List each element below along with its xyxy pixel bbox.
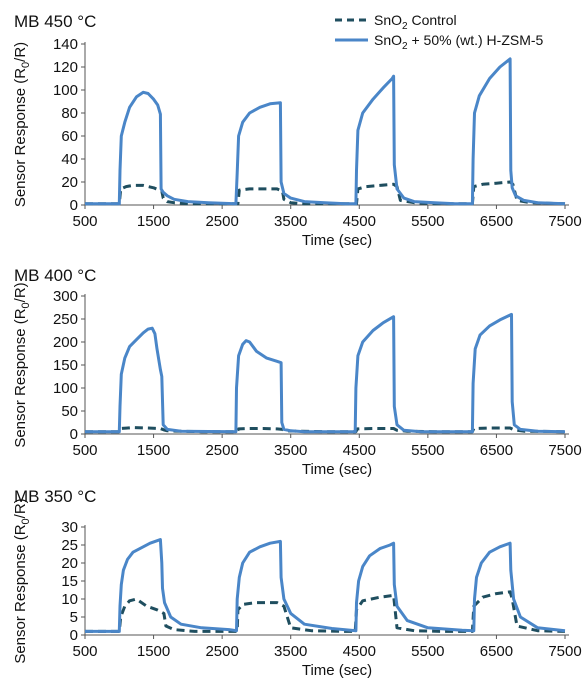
y-tick-label: 100 — [53, 82, 78, 99]
y-tick-label: 30 — [61, 519, 78, 536]
y-tick-label: 250 — [53, 311, 78, 328]
y-tick-label: 5 — [70, 609, 78, 626]
x-tick-label: 2500 — [205, 442, 238, 459]
x-tick-label: 4500 — [343, 442, 376, 459]
x-tick-label: 4500 — [343, 643, 376, 660]
x-tick-label: 1500 — [137, 643, 170, 660]
panel-title: MB 400 °C — [14, 266, 96, 285]
x-tick-label: 2500 — [205, 643, 238, 660]
legend-control-subscript: 2 — [402, 21, 408, 32]
x-tick-label: 6500 — [480, 213, 513, 230]
legend-zsm-label: SnO2 + 50% (wt.) H-ZSM-5 — [374, 32, 544, 52]
y-tick-label: 50 — [61, 403, 78, 420]
x-tick-label: 5500 — [411, 213, 444, 230]
x-tick-label: 7500 — [548, 213, 581, 230]
x-tick-label: 6500 — [480, 643, 513, 660]
y-tick-label: 20 — [61, 555, 78, 572]
x-tick-label: 3500 — [274, 442, 307, 459]
x-tick-label: 1500 — [137, 213, 170, 230]
x-tick-label: 7500 — [548, 643, 581, 660]
y-tick-label: 40 — [61, 151, 78, 168]
y-axis-title: Sensor Response (R0/R) — [12, 498, 32, 663]
x-axis-title: Time (sec) — [302, 461, 372, 478]
y-tick-label: 140 — [53, 36, 78, 53]
y-tick-label: 200 — [53, 334, 78, 351]
y-axis-title: Sensor Response (R0/R) — [12, 42, 32, 207]
x-tick-label: 7500 — [548, 442, 581, 459]
x-tick-label: 500 — [72, 442, 97, 459]
y-tick-label: 120 — [53, 59, 78, 76]
y-axis-title: Sensor Response (R0/R) — [12, 282, 32, 447]
y-tick-label: 15 — [61, 573, 78, 590]
x-tick-label: 3500 — [274, 213, 307, 230]
x-tick-label: 5500 — [411, 643, 444, 660]
x-axis-title: Time (sec) — [302, 662, 372, 679]
legend-zsm-subscript: 2 — [402, 41, 408, 52]
y-tick-label: 60 — [61, 128, 78, 145]
x-tick-label: 2500 — [205, 213, 238, 230]
panel-title: MB 450 °C — [14, 12, 96, 31]
y-tick-label: 0 — [70, 197, 78, 214]
chart-panel: MB 450 °C 0 20 40 60 80 100 120 140 500 1500 2500 35… — [12, 12, 582, 249]
y-tick-label: 10 — [61, 591, 78, 608]
x-axis-title: Time (sec) — [302, 232, 372, 249]
x-tick-label: 6500 — [480, 442, 513, 459]
chart-panel: MB 400 °C 0 50 100 150 200 250 300 500 1500 2500 35… — [12, 266, 582, 478]
y-tick-label: 100 — [53, 380, 78, 397]
x-tick-label: 1500 — [137, 442, 170, 459]
series-line-zsm — [85, 312, 566, 434]
series-line-zsm — [85, 57, 566, 206]
series-line-control — [85, 180, 566, 206]
series-line-control — [85, 590, 566, 633]
y-tick-label: 80 — [61, 105, 78, 122]
y-tick-label: 0 — [70, 426, 78, 443]
y-tick-label: 20 — [61, 174, 78, 191]
y-tick-label: 300 — [53, 288, 78, 305]
y-tick-label: 0 — [70, 627, 78, 644]
x-tick-label: 4500 — [343, 213, 376, 230]
y-tick-label: 150 — [53, 357, 78, 374]
series-line-zsm — [85, 538, 566, 633]
y-tick-label: 25 — [61, 537, 78, 554]
panel-title: MB 350 °C — [14, 487, 96, 506]
legend-control-label: SnO2 Control — [374, 12, 457, 32]
x-tick-label: 500 — [72, 643, 97, 660]
x-tick-label: 500 — [72, 213, 97, 230]
x-tick-label: 5500 — [411, 442, 444, 459]
x-tick-label: 3500 — [274, 643, 307, 660]
legend: SnO2 Control SnO2 + 50% (wt.) H-ZSM-5 — [335, 12, 544, 52]
